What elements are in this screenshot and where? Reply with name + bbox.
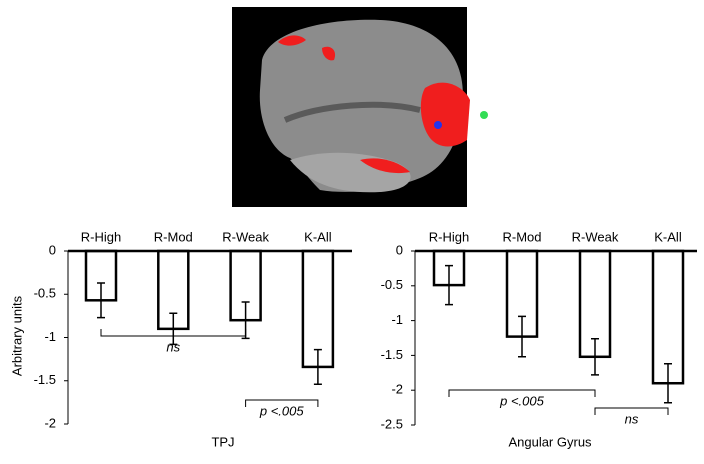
y-tick-label: 0 bbox=[49, 242, 56, 257]
error-bar bbox=[169, 312, 178, 346]
error-bar bbox=[591, 337, 599, 376]
error-bar bbox=[518, 315, 526, 358]
category-label: K-All bbox=[304, 229, 332, 244]
category-label: R-High bbox=[81, 229, 121, 244]
y-tick-label: -1 bbox=[391, 312, 403, 327]
y-tick-label: -1 bbox=[44, 329, 56, 344]
error-bar bbox=[664, 363, 672, 404]
category-label: K-All bbox=[654, 229, 682, 244]
category-label: R-Weak bbox=[222, 229, 269, 244]
category-label: R-High bbox=[429, 229, 469, 244]
category-label: R-Mod bbox=[154, 229, 193, 244]
significance-label: ns bbox=[166, 339, 180, 354]
error-bar bbox=[313, 348, 322, 385]
significance-label: ns bbox=[625, 411, 639, 426]
y-tick-label: -0.5 bbox=[381, 277, 403, 292]
y-tick-label: -2 bbox=[44, 415, 56, 430]
x-axis-label: Angular Gyrus bbox=[508, 434, 592, 449]
brain-image bbox=[232, 7, 488, 207]
error-bar bbox=[445, 264, 453, 306]
y-tick-label: -1.5 bbox=[34, 372, 56, 387]
category-label: R-Mod bbox=[502, 229, 541, 244]
significance-bracket bbox=[245, 399, 319, 407]
category-label: R-Weak bbox=[572, 229, 619, 244]
y-tick-label: -1.5 bbox=[381, 347, 403, 362]
error-bar bbox=[97, 282, 105, 319]
significance-label: p <.005 bbox=[499, 393, 545, 408]
y-tick-label: -2 bbox=[391, 382, 403, 397]
significance-bracket bbox=[594, 407, 669, 415]
y-axis-label: Arbitrary units bbox=[9, 295, 24, 376]
y-tick-label: -2.5 bbox=[381, 416, 403, 431]
significance-bracket bbox=[100, 329, 247, 337]
y-tick-label: 0 bbox=[396, 242, 403, 257]
y-tick-label: -0.5 bbox=[34, 286, 56, 301]
significance-label: p <.005 bbox=[259, 403, 305, 418]
significance-bracket bbox=[448, 389, 596, 397]
x-axis-label: TPJ bbox=[211, 434, 234, 449]
